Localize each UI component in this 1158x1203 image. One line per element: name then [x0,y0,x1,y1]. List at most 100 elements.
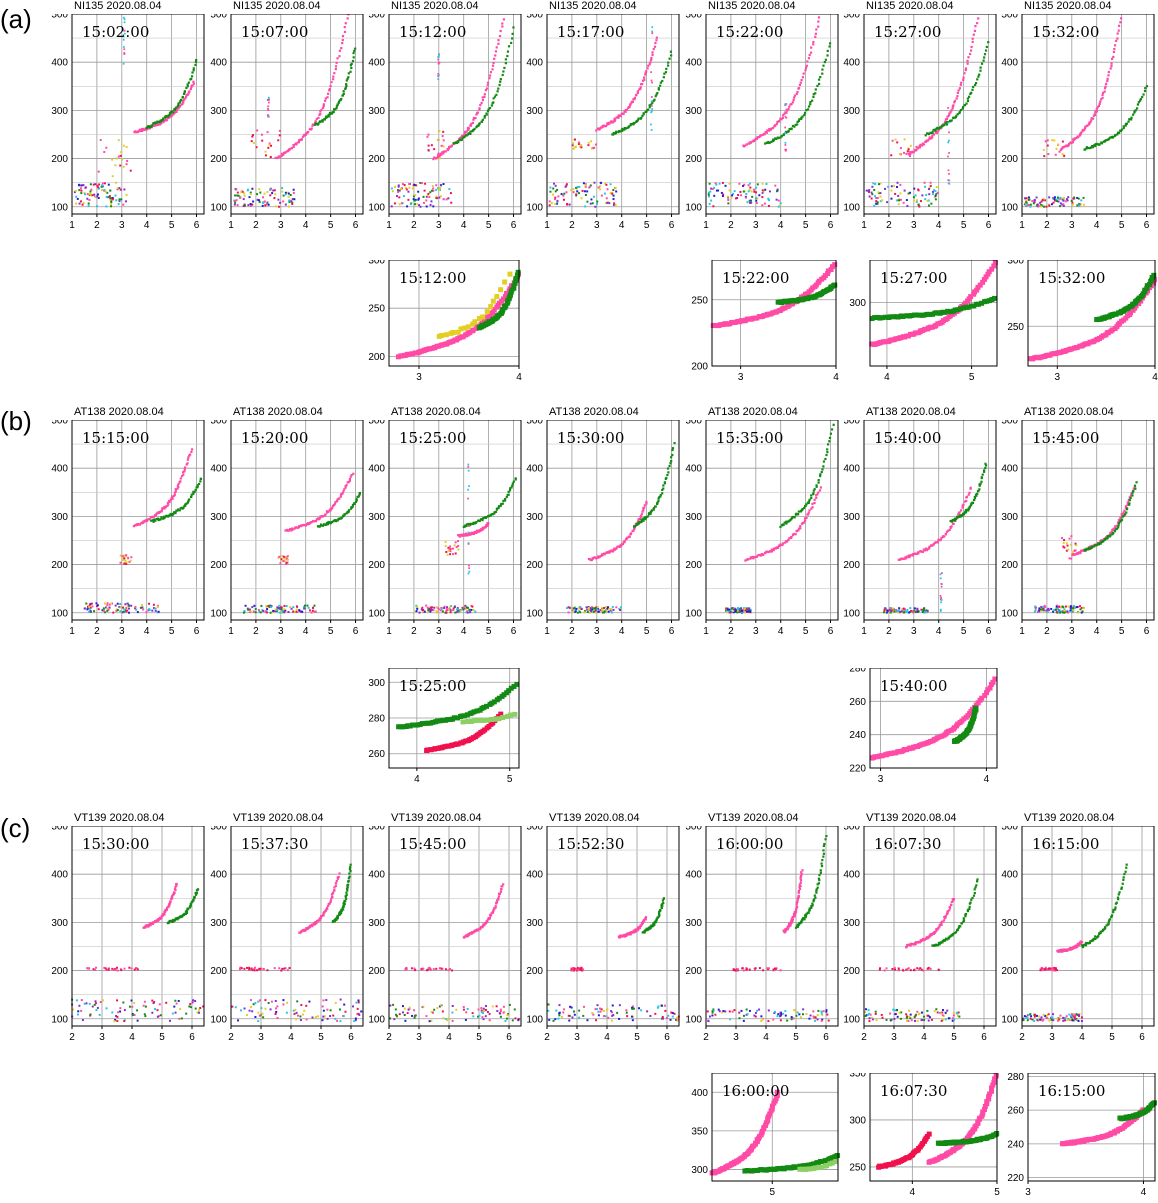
x-tick-label: 5 [507,774,513,785]
x-tick-label: 4 [884,372,890,383]
y-tick-label: 300 [843,106,860,117]
x-tick-label: 4 [984,774,990,785]
data-point [637,90,639,92]
data-point [98,171,100,173]
data-point [256,146,258,148]
data-point [887,186,889,188]
data-point [240,191,242,193]
data-point [948,169,950,171]
data-point [1094,113,1096,115]
data-point [599,188,601,190]
x-tick-label: 3 [119,626,125,637]
data-point [1051,139,1053,141]
data-point [86,608,88,610]
data-point [1082,607,1084,609]
data-point [819,473,821,475]
data-point [137,968,139,970]
data-point [590,610,592,612]
data-point [587,611,589,613]
y-tick-label: 200 [526,560,543,571]
data-point [590,198,592,200]
data-point [917,552,919,554]
y-tick-label: 300 [368,106,385,117]
data-point [1039,202,1041,204]
data-point [472,718,477,723]
data-point [611,193,613,195]
data-point [323,103,325,105]
data-point [778,206,780,208]
data-point [762,183,764,185]
data-point [516,270,521,275]
data-point [84,608,86,610]
time-label: 15:17:00 [557,23,624,41]
data-point [330,81,332,83]
x-tick-label: 1 [1019,626,1025,637]
data-point [748,608,750,610]
data-point [115,968,117,970]
data-point [416,610,418,612]
data-point [976,22,978,24]
data-point [1076,606,1078,608]
data-point [175,111,177,113]
data-point [1136,107,1138,109]
data-point [817,482,819,484]
data-point [281,611,283,613]
data-point [502,70,504,72]
y-tick-label: 100 [210,202,227,213]
data-point [785,116,787,118]
data-point [828,45,830,47]
data-point [417,191,419,193]
data-point [891,185,893,187]
time-label: 15:25:00 [399,677,466,695]
data-point [293,192,295,194]
data-point [589,186,591,188]
data-point [153,604,155,606]
data-point [1067,196,1069,198]
data-point [1130,117,1132,119]
data-point [312,607,314,609]
data-point [799,525,801,527]
data-point [184,466,186,468]
data-point [97,193,99,195]
data-point [243,198,245,200]
data-point [800,82,802,84]
data-point [606,202,608,204]
data-point [959,87,961,89]
data-point [661,80,663,82]
data-point [802,76,804,78]
data-point [331,507,333,509]
data-point [446,198,448,200]
data-point [799,527,801,529]
data-point [447,554,449,556]
data-point [329,88,331,90]
data-point [177,485,179,487]
data-point [983,469,985,471]
data-point [1062,203,1064,205]
data-point [96,195,98,197]
data-point [665,477,667,479]
data-point [731,607,733,609]
data-point [111,159,113,161]
data-point [247,204,249,206]
data-point [949,111,951,113]
x-tick-label: 2 [94,220,100,231]
data-point [825,454,827,456]
data-point [750,142,752,144]
data-point [180,99,182,101]
data-point [399,203,401,205]
data-point [123,46,125,48]
data-point [265,154,267,156]
data-point [808,512,810,514]
data-point [296,605,298,607]
time-label: 15:27:00 [874,23,941,41]
data-point [234,204,236,206]
data-point [270,606,272,608]
data-point [1059,197,1061,199]
data-point [450,202,452,204]
y-tick-label: 400 [51,464,68,475]
data-point [436,606,438,608]
x-tick-label: 5 [169,220,175,231]
data-point [1050,608,1052,610]
data-point [637,117,639,119]
